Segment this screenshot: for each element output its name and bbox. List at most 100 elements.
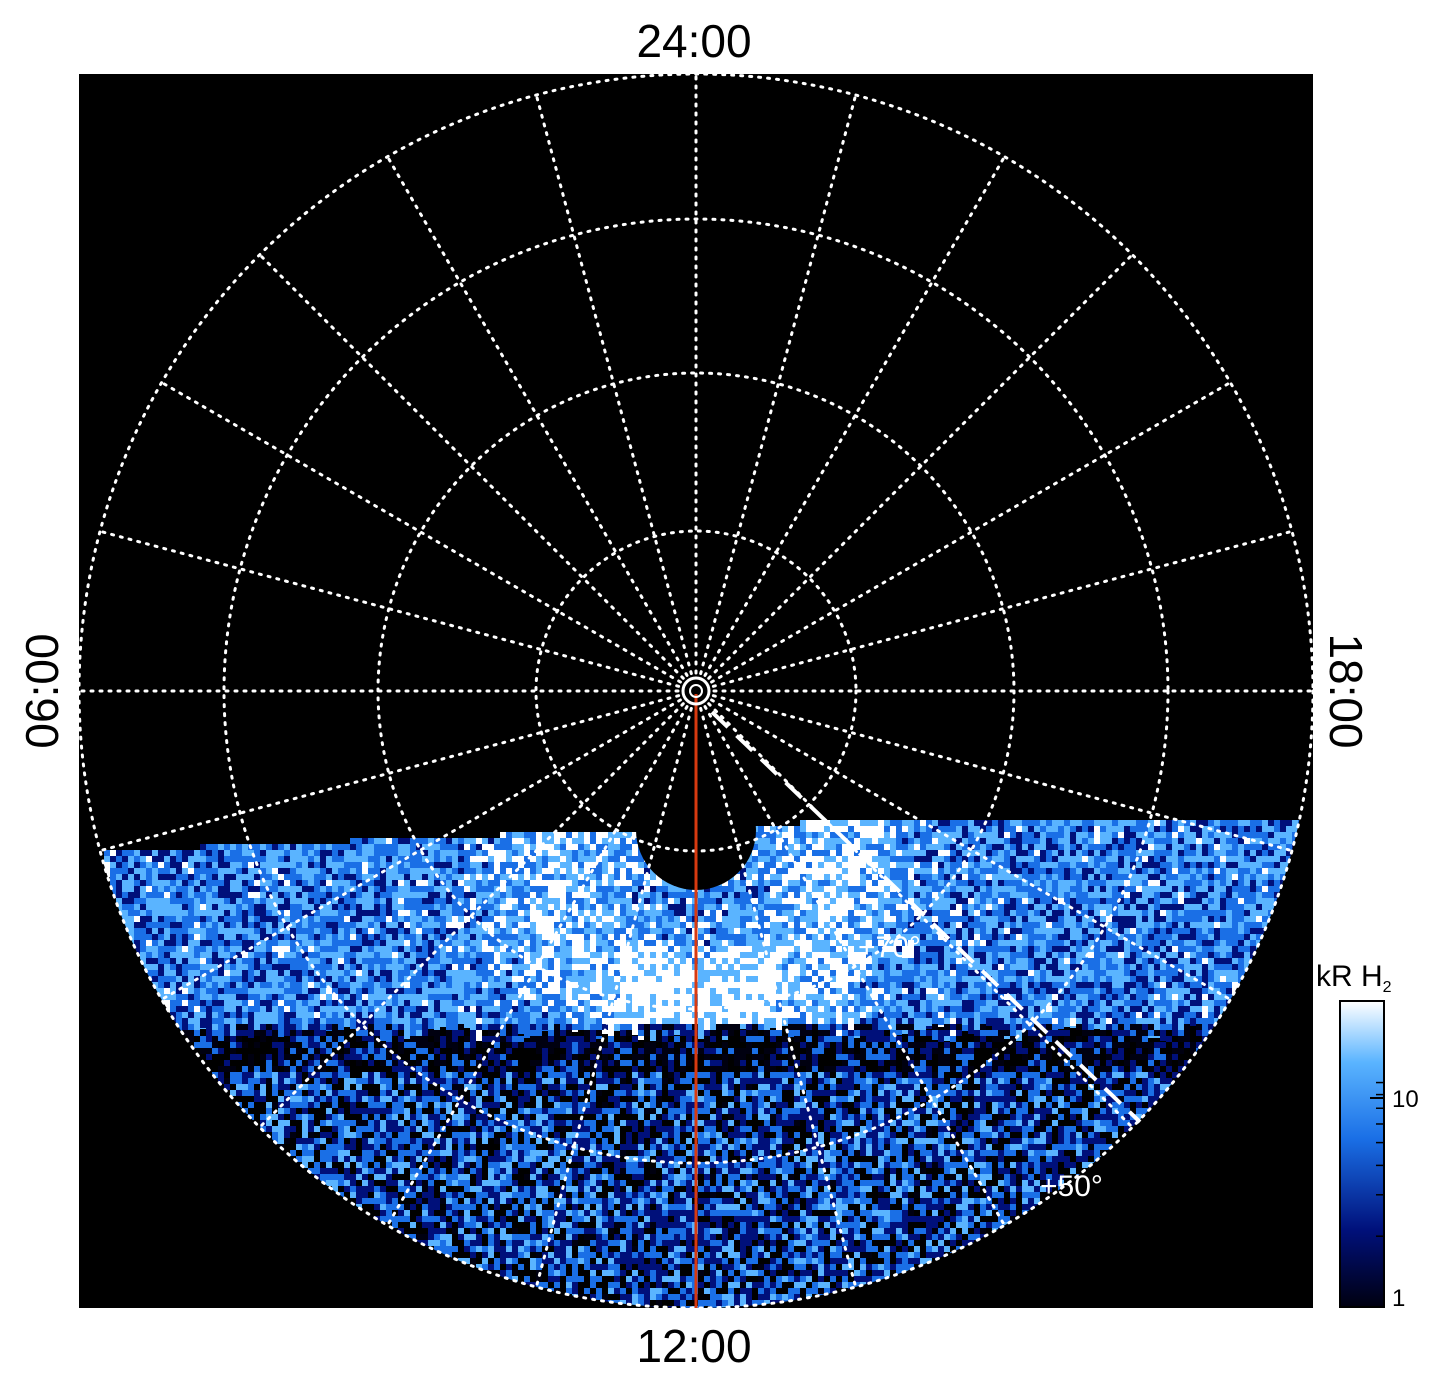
emission-cell xyxy=(230,856,236,866)
emission-cell xyxy=(770,934,776,941)
emission-cell xyxy=(782,826,788,832)
emission-cell xyxy=(932,826,938,834)
emission-cell xyxy=(242,844,248,855)
emission-cell xyxy=(158,862,164,869)
emission-cell xyxy=(422,880,428,887)
emission-cell xyxy=(488,874,494,880)
emission-cell xyxy=(674,898,680,904)
emission-cell xyxy=(1124,964,1130,971)
emission-cell xyxy=(644,904,650,910)
emission-cell xyxy=(1244,916,1250,922)
emission-cell xyxy=(1124,940,1130,946)
emission-cell xyxy=(1112,820,1118,827)
emission-cell xyxy=(650,970,656,977)
emission-cell xyxy=(440,886,446,893)
emission-cell xyxy=(1022,838,1028,846)
emission-cell xyxy=(884,862,890,870)
emission-cell xyxy=(770,958,776,964)
emission-cell xyxy=(566,862,572,870)
emission-cell xyxy=(686,976,692,983)
emission-cell xyxy=(1088,964,1094,970)
emission-cell xyxy=(1214,934,1220,940)
emission-cell xyxy=(254,928,260,935)
emission-cell xyxy=(464,982,470,988)
emission-cell xyxy=(596,850,602,860)
emission-cell xyxy=(1010,850,1016,858)
emission-cell xyxy=(608,838,614,845)
emission-cell xyxy=(158,868,164,875)
emission-cell xyxy=(1262,898,1268,904)
emission-cell xyxy=(170,850,176,858)
emission-cell xyxy=(782,958,788,964)
emission-cell xyxy=(308,898,314,905)
emission-cell xyxy=(458,844,464,851)
emission-cell xyxy=(794,910,800,917)
emission-cell xyxy=(860,862,866,871)
emission-cell xyxy=(836,922,842,929)
emission-cell xyxy=(488,856,494,862)
emission-cell xyxy=(290,928,296,934)
emission-cell xyxy=(860,838,866,848)
emission-cell xyxy=(1064,916,1070,923)
emission-cell xyxy=(308,892,314,899)
emission-cell xyxy=(494,862,500,870)
emission-cell xyxy=(500,862,506,869)
emission-cell xyxy=(968,850,974,857)
emission-cell xyxy=(710,982,716,988)
emission-cell xyxy=(380,928,386,934)
emission-cell xyxy=(998,826,1004,837)
emission-cell xyxy=(146,892,152,898)
emission-cell xyxy=(446,838,452,848)
emission-cell xyxy=(938,826,944,836)
emission-cell xyxy=(842,868,848,875)
emission-cell xyxy=(500,886,506,892)
emission-cell xyxy=(1208,880,1214,887)
emission-cell xyxy=(998,850,1004,857)
emission-cell xyxy=(470,946,476,953)
emission-cell xyxy=(200,886,206,893)
emission-cell xyxy=(896,850,902,859)
emission-cell xyxy=(1244,826,1250,833)
emission-cell xyxy=(1226,886,1232,892)
emission-cell xyxy=(644,862,650,872)
emission-cell xyxy=(380,922,386,928)
emission-cell xyxy=(1184,916,1190,922)
emission-cell xyxy=(794,916,800,923)
emission-cell xyxy=(494,874,500,880)
emission-cell xyxy=(1220,862,1226,869)
emission-cell xyxy=(920,844,926,853)
emission-cell xyxy=(422,868,428,874)
emission-cell xyxy=(1022,832,1028,841)
emission-cell xyxy=(368,964,374,970)
emission-cell xyxy=(380,850,386,856)
emission-cell xyxy=(1262,832,1268,841)
emission-cell xyxy=(380,910,386,916)
emission-cell xyxy=(1238,838,1244,845)
emission-cell xyxy=(746,856,752,862)
emission-cell xyxy=(602,886,608,893)
emission-cell xyxy=(248,880,254,887)
emission-cell xyxy=(194,856,200,866)
emission-cell xyxy=(920,952,926,959)
emission-cell xyxy=(1052,958,1058,964)
emission-cell xyxy=(1022,820,1028,826)
emission-cell xyxy=(518,850,524,859)
emission-cell xyxy=(1052,910,1058,916)
emission-cell xyxy=(278,970,284,976)
emission-cell xyxy=(308,844,314,855)
emission-cell xyxy=(728,904,734,910)
emission-cell xyxy=(320,886,326,893)
emission-cell xyxy=(1124,868,1130,875)
emission-cell xyxy=(848,886,854,892)
emission-cell xyxy=(1010,844,1016,852)
emission-cell xyxy=(1238,844,1244,855)
emission-cell xyxy=(224,916,230,922)
emission-cell xyxy=(518,862,524,873)
emission-cell xyxy=(494,892,500,898)
emission-cell xyxy=(572,856,578,863)
emission-cell xyxy=(224,910,230,916)
emission-cell xyxy=(878,838,884,847)
emission-cell xyxy=(1130,820,1136,830)
emission-cell xyxy=(278,862,284,873)
emission-cell xyxy=(386,928,392,934)
